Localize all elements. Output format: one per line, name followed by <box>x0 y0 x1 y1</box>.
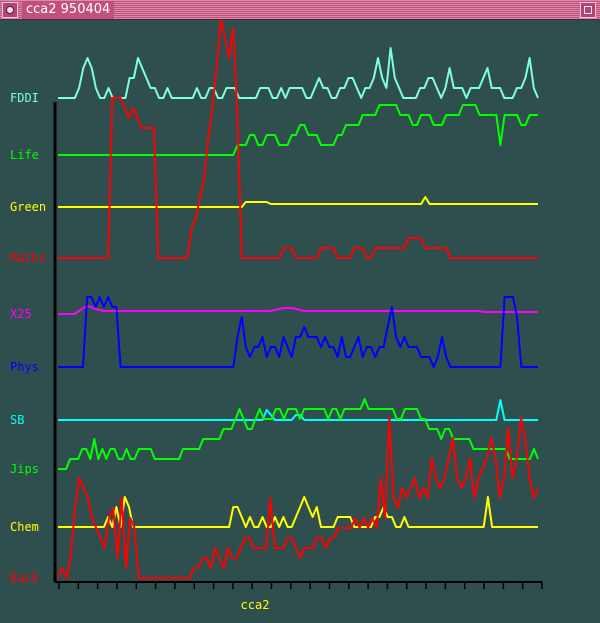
window-menu-icon[interactable] <box>2 2 18 18</box>
series-label-fddi: FDDI <box>10 91 39 105</box>
series-line-back <box>57 417 539 579</box>
chart-axes <box>53 102 543 589</box>
series-line-green <box>58 196 538 208</box>
series-line-sb <box>58 399 538 421</box>
series-label-life: Life <box>10 148 39 162</box>
series-layer <box>57 20 539 579</box>
series-label-sb: SB <box>10 413 24 427</box>
series-line-chem <box>58 496 538 528</box>
window-title: cca2 950404 <box>22 1 115 19</box>
series-line-phys <box>58 296 538 368</box>
multi-series-line-chart: FDDILifeGreenMathsX25PhysSBJipsChemBack … <box>10 20 543 612</box>
series-line-life <box>58 104 538 156</box>
series-line-maths <box>58 20 538 259</box>
series-label-phys: Phys <box>10 360 39 374</box>
series-label-green: Green <box>10 200 46 214</box>
series-label-x25: X25 <box>10 307 32 321</box>
series-label-maths: Maths <box>10 251 46 265</box>
series-line-jips <box>58 398 539 470</box>
title-bar[interactable]: cca2 950404 <box>0 0 600 20</box>
series-label-jips: Jips <box>10 462 39 476</box>
maximize-icon[interactable] <box>580 2 596 18</box>
series-labels: FDDI Life Green Maths X25 Phys SB Jips Chem Back <box>10 91 46 585</box>
series-line-x25 <box>58 305 538 315</box>
series-label-back: Back <box>10 571 40 585</box>
series-line-fddi <box>58 47 539 99</box>
series-label-chem: Chem <box>10 520 39 534</box>
x-axis-label: cca2 <box>241 598 270 612</box>
